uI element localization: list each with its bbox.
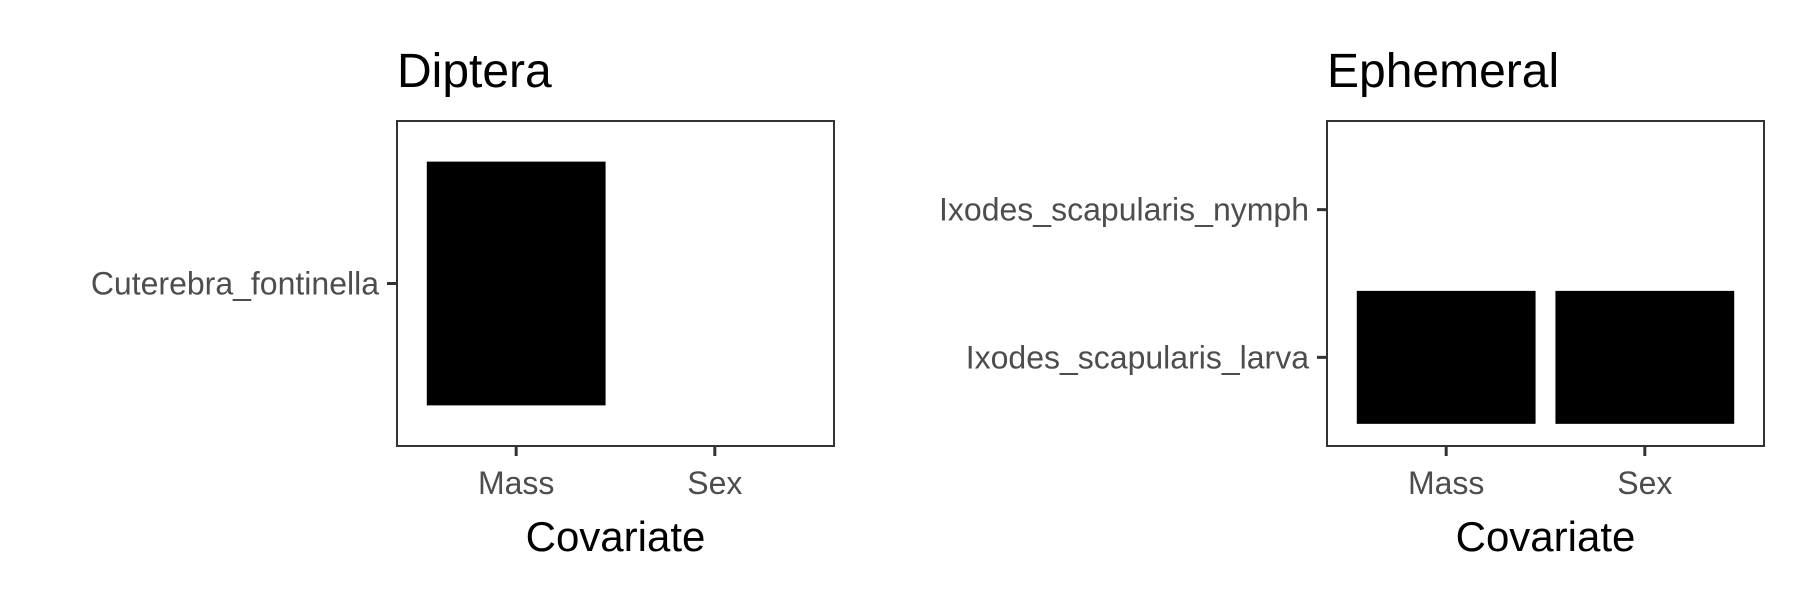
y-axis: Cuterebra_fontinella	[91, 266, 397, 302]
panel-title: Diptera	[397, 45, 552, 98]
panel-ephemeral: Ephemeral Covariate Mass Sex Ixodes_scapu…	[939, 45, 1765, 560]
panel-diptera: Diptera Covariate Mass Sex Cuterebra_font…	[91, 45, 835, 560]
y-tick-label: Ixodes_scapularis_nymph	[939, 192, 1309, 228]
y-tick-label: Cuterebra_fontinella	[91, 266, 379, 302]
cell-layer	[426, 161, 606, 406]
x-axis-title: Covariate	[1456, 513, 1636, 560]
x-tick-label: Mass	[1408, 465, 1484, 501]
y-axis: Ixodes_scapularis_larva Ixodes_scapularis…	[939, 192, 1327, 375]
heatmap-cell	[1555, 290, 1735, 424]
panel-title: Ephemeral	[1327, 45, 1559, 98]
panel-border	[1326, 120, 1765, 447]
y-tick-label: Ixodes_scapularis_larva	[966, 339, 1310, 375]
x-axis: Mass Sex	[478, 446, 742, 501]
x-axis-title: Covariate	[526, 513, 706, 560]
x-axis: Mass Sex	[1408, 446, 1672, 501]
cell-layer	[1356, 290, 1735, 424]
heatmap-cell	[1356, 290, 1536, 424]
heatmap-cell	[426, 161, 606, 406]
x-tick-label: Sex	[1617, 465, 1672, 501]
x-tick-label: Sex	[687, 465, 742, 501]
x-tick-label: Mass	[478, 465, 554, 501]
